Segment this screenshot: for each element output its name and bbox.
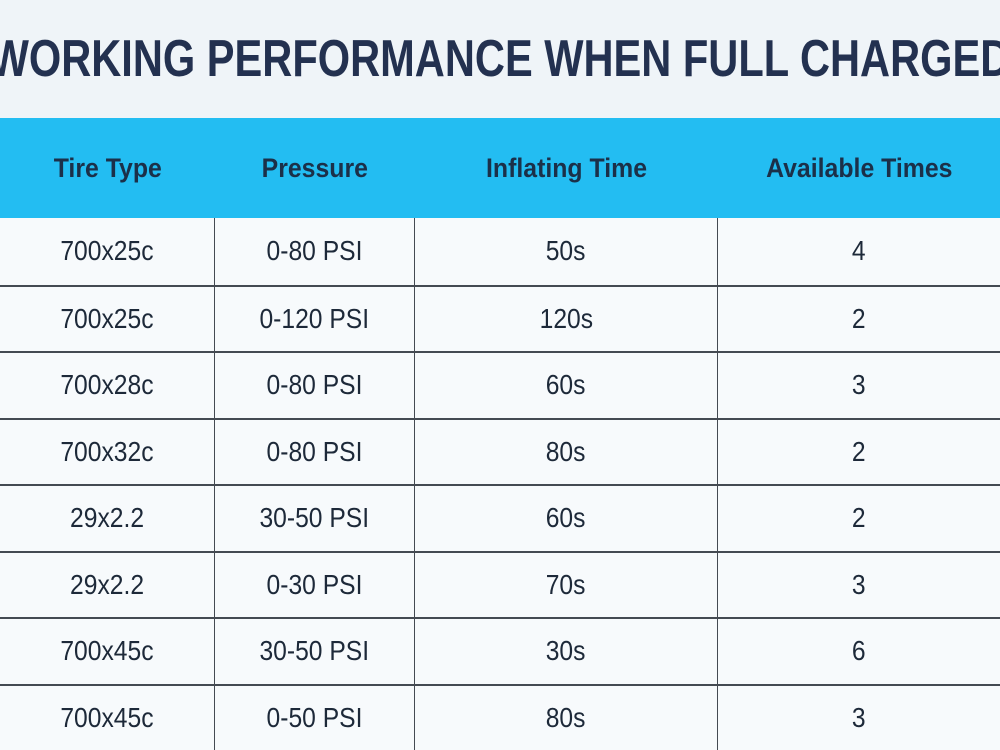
table-cell-value: 2 (852, 502, 866, 534)
table-cell: 70s (415, 552, 718, 617)
table-cell-value: 3 (852, 369, 866, 401)
table-cell-value: 0-80 PSI (266, 435, 363, 467)
table-cell: 3 (718, 686, 1000, 750)
table-cell: 30s (415, 619, 718, 684)
table-cell-value: 29x2.2 (69, 568, 144, 600)
table-cell: 120s (415, 286, 718, 351)
table-cell-value: 0-30 PSI (266, 568, 363, 600)
table-cell: 700x32c (0, 419, 215, 484)
table-cell-value: 80s (546, 701, 586, 733)
column-header-tire-type: Tire Type (0, 118, 215, 218)
table-cell-value: 0-80 PSI (266, 235, 363, 267)
table-cell-value: 70s (546, 568, 586, 600)
table-cell: 60s (415, 353, 718, 418)
table-row: 700x28c 0-80 PSI 60s 3 (0, 351, 1000, 418)
table-cell: 700x45c (0, 685, 215, 750)
column-header-label: Tire Type (53, 152, 162, 183)
table-cell: 2 (718, 486, 1000, 551)
table-cell: 60s (415, 486, 718, 551)
table-cell-value: 6 (852, 635, 866, 667)
table-row: 700x25c 0-120 PSI 120s 2 (0, 284, 1000, 352)
table-cell: 2 (718, 287, 1000, 352)
table-cell-value: 700x25c (60, 235, 154, 267)
table-cell-value: 0-50 PSI (266, 701, 363, 733)
table-cell-value: 50s (546, 235, 586, 267)
table-cell-value: 700x25c (60, 302, 154, 334)
table-cell-value: 0-120 PSI (259, 302, 370, 334)
table-cell-value: 60s (546, 502, 586, 534)
page-title: WORKING PERFORMANCE WHEN FULL CHARGED (0, 30, 1000, 88)
table-cell: 0-50 PSI (215, 685, 415, 750)
performance-table: Tire Type Pressure Inflating Time Availa… (0, 118, 1000, 750)
table-body: 700x25c 0-80 PSI 50s 4 700x25c 0-120 PSI 120s 2… (0, 218, 1000, 750)
table-cell: 29x2.2 (0, 552, 215, 617)
title-area: WORKING PERFORMANCE WHEN FULL CHARGED (0, 0, 1000, 118)
table-cell: 30-50 PSI (215, 486, 415, 551)
table-cell-value: 120s (539, 302, 593, 334)
table-cell-value: 700x28c (60, 369, 154, 401)
table-cell-value: 3 (852, 701, 866, 733)
table-cell-value: 60s (546, 369, 586, 401)
table-cell-value: 80s (546, 435, 586, 467)
table-cell-value: 700x45c (60, 701, 154, 733)
table-cell: 3 (718, 353, 1000, 418)
table-cell: 4 (718, 218, 1000, 285)
table-cell: 80s (415, 685, 718, 750)
table-cell: 700x25c (0, 218, 215, 285)
table-row: 700x45c 30-50 PSI 30s 6 (0, 617, 1000, 684)
table-row: 29x2.2 0-30 PSI 70s 3 (0, 550, 1000, 618)
table-cell: 29x2.2 (0, 486, 215, 551)
table-cell: 700x25c (0, 286, 215, 351)
table-cell: 2 (718, 420, 1000, 485)
table-cell-value: 700x45c (60, 635, 154, 667)
table-cell-value: 30-50 PSI (259, 502, 370, 534)
table-cell: 0-120 PSI (215, 286, 415, 351)
table-cell: 0-80 PSI (215, 218, 415, 285)
table-cell: 0-80 PSI (215, 419, 415, 484)
table-cell-value: 2 (852, 435, 866, 467)
table-cell-value: 29x2.2 (69, 502, 144, 534)
table-cell-value: 0-80 PSI (266, 369, 363, 401)
column-header-label: Available Times (765, 152, 953, 183)
table-header-row: Tire Type Pressure Inflating Time Availa… (0, 118, 1000, 218)
table-row: 700x32c 0-80 PSI 80s 2 (0, 417, 1000, 485)
table-cell: 700x45c (0, 619, 215, 684)
table-cell-value: 3 (852, 568, 866, 600)
table-cell: 3 (718, 553, 1000, 618)
table-row: 29x2.2 30-50 PSI 60s 2 (0, 484, 1000, 551)
table-cell-value: 4 (852, 235, 866, 267)
table-cell: 0-30 PSI (215, 552, 415, 617)
table-cell: 50s (415, 218, 718, 285)
column-header-available-times: Available Times (718, 118, 1000, 218)
table-cell: 30-50 PSI (215, 619, 415, 684)
table-cell: 0-80 PSI (215, 353, 415, 418)
table-cell: 700x28c (0, 353, 215, 418)
table-cell: 6 (718, 619, 1000, 684)
table-cell-value: 30s (546, 635, 586, 667)
column-header-label: Pressure (261, 152, 369, 183)
table-row: 700x45c 0-50 PSI 80s 3 (0, 683, 1000, 750)
table-cell-value: 2 (852, 302, 866, 334)
column-header-pressure: Pressure (215, 118, 415, 218)
table-cell-value: 30-50 PSI (259, 635, 370, 667)
column-header-label: Inflating Time (485, 152, 647, 183)
table-cell: 80s (415, 419, 718, 484)
table-cell-value: 700x32c (60, 435, 154, 467)
table-row: 700x25c 0-80 PSI 50s 4 (0, 218, 1000, 285)
column-header-inflating-time: Inflating Time (415, 118, 718, 218)
